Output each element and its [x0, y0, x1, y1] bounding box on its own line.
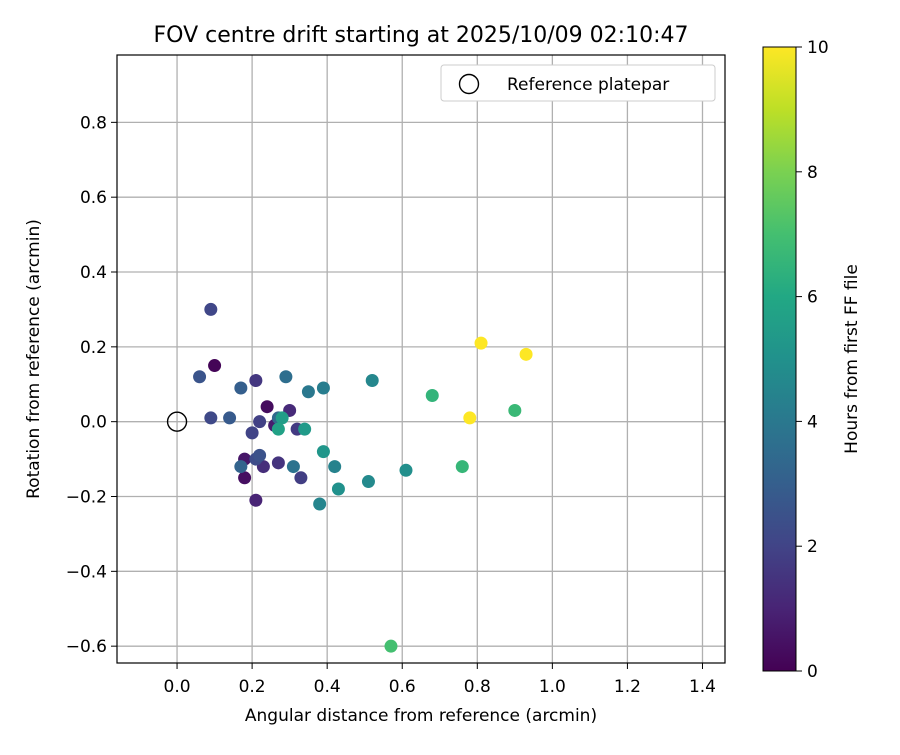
data-point — [253, 415, 267, 429]
y-tick-label: 0.0 — [80, 413, 107, 433]
colorbar-ticks: 0 2 4 6 8 10 — [796, 38, 829, 682]
data-point — [223, 411, 237, 425]
x-tick-label: 0.8 — [464, 677, 491, 697]
data-point — [249, 374, 263, 388]
data-point — [249, 493, 263, 507]
data-point — [260, 400, 274, 414]
data-point — [271, 422, 285, 436]
data-point — [365, 374, 379, 388]
data-point — [384, 639, 398, 653]
data-point — [328, 460, 342, 474]
colorbar-tick-label: 0 — [807, 662, 818, 682]
colorbar-tick-label: 6 — [807, 288, 818, 308]
colorbar-tick-label: 2 — [807, 537, 818, 557]
colorbar-tick-label: 10 — [807, 38, 829, 58]
colorbar: 0 2 4 6 8 10 Hours from first FF file — [762, 38, 862, 682]
data-point — [245, 426, 259, 440]
data-points — [193, 302, 533, 653]
y-tick-label: 0.8 — [80, 113, 107, 133]
reference-platepar-marker — [166, 411, 188, 432]
x-tick-label: 1.0 — [539, 677, 566, 697]
legend: Reference platepar — [440, 64, 716, 102]
legend-reference-marker-icon — [458, 73, 480, 95]
data-point — [313, 497, 327, 511]
data-point — [301, 385, 315, 399]
data-point — [508, 403, 522, 417]
data-point — [316, 445, 330, 459]
data-point — [316, 381, 330, 395]
y-tick-label: 0.6 — [80, 188, 107, 208]
data-point — [361, 475, 375, 489]
y-tick-label: 0.4 — [80, 263, 107, 283]
data-point — [204, 302, 218, 316]
x-tick-label: 0.6 — [389, 677, 416, 697]
data-point — [331, 482, 345, 496]
legend-entry-reference: Reference platepar — [507, 75, 669, 95]
chart-title: FOV centre drift starting at 2025/10/09 … — [154, 23, 689, 48]
legend-box — [440, 64, 716, 102]
colorbar-tick-label: 8 — [807, 163, 818, 183]
data-point — [399, 463, 413, 477]
data-point — [474, 336, 488, 350]
y-axis-label: Rotation from reference (arcmin) — [24, 219, 44, 499]
y-axis-ticks: 0.8 0.6 0.4 0.2 0.0 −0.2 −0.4 −0.6 — [66, 113, 117, 657]
y-tick-label: −0.2 — [66, 488, 107, 508]
x-tick-label: 0.2 — [239, 677, 266, 697]
data-point — [519, 347, 533, 361]
data-point — [286, 460, 300, 474]
y-tick-label: −0.4 — [66, 562, 107, 582]
data-point — [275, 411, 289, 425]
y-tick-label: 0.2 — [80, 338, 107, 358]
data-point — [271, 456, 285, 470]
x-tick-label: 0.0 — [164, 677, 191, 697]
data-point — [204, 411, 218, 425]
x-axis-label: Angular distance from reference (arcmin) — [245, 706, 597, 726]
grid-lines — [117, 55, 725, 663]
data-point — [208, 359, 222, 373]
x-axis-ticks: 0.0 0.2 0.4 0.6 0.8 1.0 1.2 1.4 — [164, 663, 716, 697]
data-point — [234, 460, 248, 474]
data-point — [279, 370, 293, 384]
data-point — [463, 411, 477, 425]
x-tick-label: 1.2 — [614, 677, 641, 697]
colorbar-gradient — [762, 46, 797, 672]
data-point — [294, 471, 308, 485]
data-point — [425, 388, 439, 402]
y-tick-label: −0.6 — [66, 637, 107, 657]
data-point — [238, 471, 252, 485]
reference-marker — [166, 411, 188, 432]
plot-frame — [116, 54, 726, 664]
x-tick-label: 1.4 — [689, 677, 716, 697]
colorbar-tick-label: 4 — [807, 412, 818, 432]
data-point — [298, 422, 312, 436]
data-point — [455, 460, 469, 474]
data-point — [234, 381, 248, 395]
data-point — [253, 448, 267, 462]
x-tick-label: 0.4 — [314, 677, 341, 697]
data-point — [193, 370, 207, 384]
colorbar-label: Hours from first FF file — [842, 264, 862, 454]
